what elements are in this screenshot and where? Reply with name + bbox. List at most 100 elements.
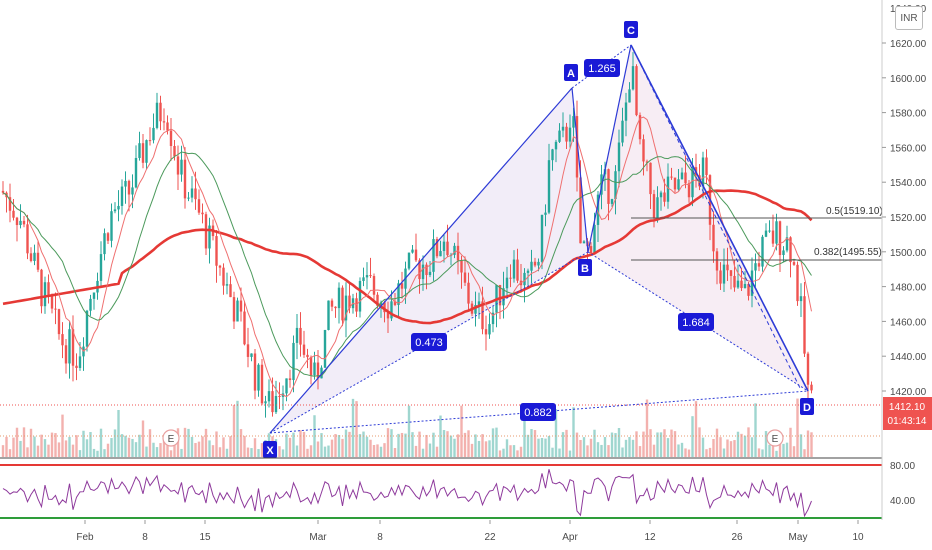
volume-bar [701, 437, 705, 457]
candle-body [274, 395, 278, 413]
volume-bar [740, 433, 743, 457]
volume-bar [148, 429, 152, 457]
volume-bar [463, 432, 467, 457]
candle-body [362, 277, 365, 281]
volume-bar [85, 439, 89, 457]
volume-bar [698, 427, 701, 457]
ratio-label-xd[interactable]: 0.882 [520, 403, 556, 421]
candle-body [260, 364, 264, 404]
candle-body [173, 146, 176, 157]
candle-body [85, 310, 89, 347]
volume-bar [190, 436, 194, 457]
volume-bar [92, 448, 96, 457]
rsi-pane[interactable] [0, 464, 882, 519]
volume-bar [743, 435, 747, 457]
point-d-label[interactable]: D [800, 398, 814, 415]
candle-body [278, 395, 281, 397]
candle-body [435, 239, 439, 257]
volume-bar [582, 437, 586, 457]
volume-bar [722, 448, 726, 457]
main-pane[interactable] [0, 0, 882, 458]
candle-body [474, 305, 477, 314]
candle-body [400, 283, 404, 289]
point-c-label[interactable]: C [624, 21, 638, 38]
candle-body [309, 357, 313, 376]
candle-body [589, 246, 593, 253]
rsi-tick-40: 40.00 [890, 496, 915, 507]
volume-bar [498, 450, 502, 457]
volume-bar [103, 449, 106, 457]
volume-bar [351, 398, 355, 457]
candle-body [376, 294, 379, 306]
candle-body [40, 269, 43, 307]
currency-badge[interactable]: INR [895, 6, 923, 30]
candle-body [337, 287, 341, 309]
time-axis[interactable]: Feb 8 15 Mar 8 22 Apr 12 26 May 10 [76, 520, 864, 543]
volume-bar [1, 445, 5, 457]
volume-bar [19, 440, 22, 457]
volume-bar [684, 448, 687, 457]
volume-bar [43, 439, 47, 457]
volume-bar [554, 409, 558, 457]
ratio-label-ac[interactable]: 1.265 [584, 59, 620, 77]
candle-body [631, 66, 635, 90]
volume-bar [778, 438, 782, 457]
candle-body [677, 179, 680, 190]
candle-body [113, 209, 117, 212]
volume-bar [505, 439, 509, 457]
candle-body [194, 188, 197, 200]
candle-body [117, 205, 120, 210]
earnings-marker[interactable]: E [766, 429, 784, 447]
candle-body [110, 211, 113, 241]
volume-bar [232, 404, 236, 457]
volume-bar [78, 450, 82, 457]
volume-bar [764, 431, 768, 457]
price-axis[interactable]: 1420.00 1440.00 1460.00 1480.00 1500.00 1520.… [882, 4, 927, 398]
volume-bar [610, 432, 614, 457]
ratio-label-xb[interactable]: 0.473 [411, 333, 447, 351]
point-x-label[interactable]: X [263, 441, 277, 458]
earnings-marker[interactable]: E [162, 429, 180, 447]
candle-body [15, 217, 19, 226]
candle-body [484, 329, 488, 335]
candle-body [477, 301, 481, 306]
candle-body [201, 212, 204, 215]
candle-body [187, 197, 190, 199]
volume-bar [64, 440, 68, 457]
volume-bar [747, 427, 750, 457]
point-a-label[interactable]: A [564, 64, 578, 81]
candle-body [239, 300, 243, 312]
rsi-axis[interactable]: 80.00 40.00 [883, 458, 932, 520]
volume-bar [481, 434, 484, 457]
volume-bar [376, 444, 379, 457]
candle-body [418, 260, 421, 280]
volume-bar [526, 434, 530, 457]
volume-bar [628, 437, 631, 457]
candle-body [799, 296, 803, 302]
candle-body [488, 324, 491, 335]
time-tick-label: 10 [852, 532, 864, 543]
candle-body [190, 188, 194, 198]
candle-body [208, 225, 211, 249]
candle-body [558, 130, 561, 142]
volume-bar [40, 434, 43, 457]
candle-body [180, 159, 183, 175]
candle-body [757, 263, 761, 267]
candle-body [292, 342, 295, 381]
candle-body [561, 126, 565, 131]
volume-bar [162, 437, 166, 457]
candle-body [236, 300, 239, 322]
fib-0382-label: 0.382(1495.55) [814, 247, 882, 258]
volume-bar [243, 435, 246, 457]
ratio-label-bd[interactable]: 1.684 [678, 313, 714, 331]
candle-body [505, 277, 509, 289]
candle-body [365, 275, 369, 278]
point-b-label[interactable]: B [578, 259, 592, 276]
volume-bar [155, 447, 159, 457]
candle-body [36, 252, 40, 270]
candle-body [439, 251, 442, 257]
harmonic-pattern[interactable] [269, 44, 809, 434]
candle-body [19, 220, 22, 226]
volume-bar [362, 431, 365, 457]
